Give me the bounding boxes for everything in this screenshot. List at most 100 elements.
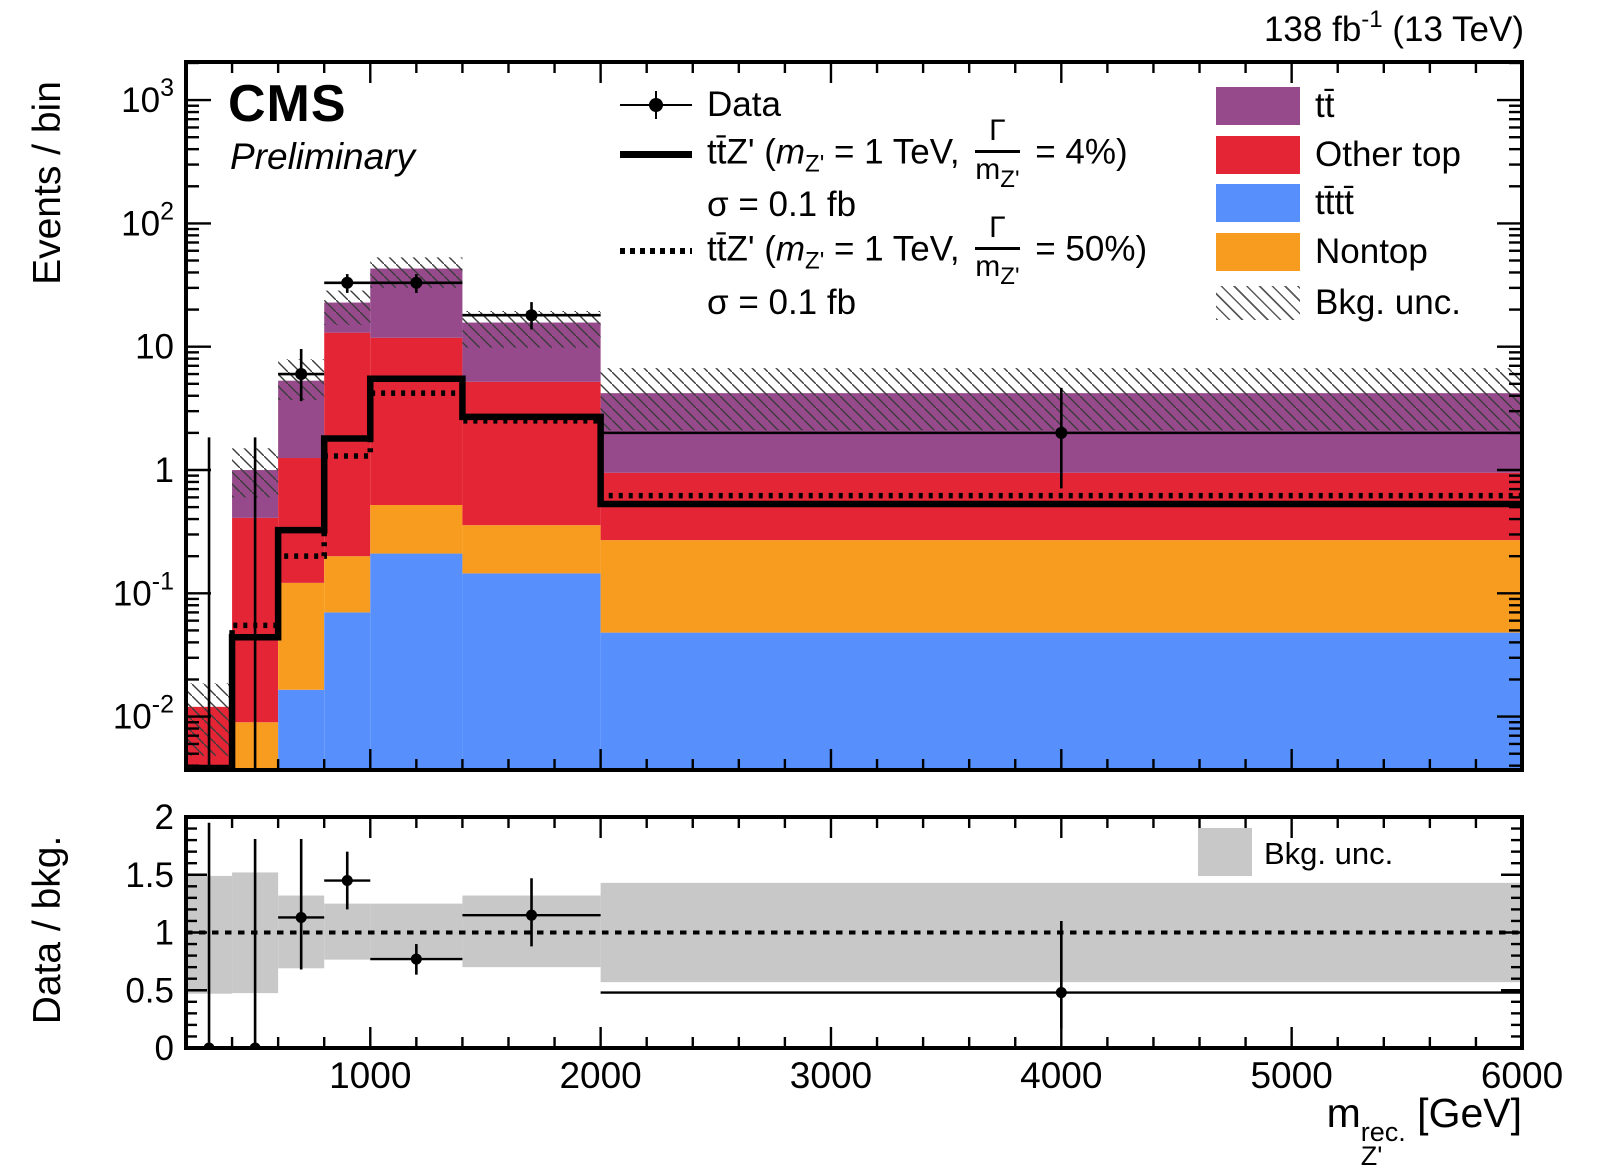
ratio-point-marker: [341, 875, 353, 887]
data-point-marker: [295, 368, 308, 381]
legend-entry-data: Data: [620, 85, 781, 125]
stack-segment-tttt: [370, 553, 463, 770]
sig2-den: m: [975, 250, 1001, 283]
signal-dotted-line: [186, 390, 1522, 770]
x-title-subscript: Z': [1360, 1141, 1383, 1172]
main-panel-content: [186, 257, 1522, 770]
main-frame: [184, 60, 1524, 772]
sig2-prefix: tt̄Z' (: [707, 229, 776, 269]
luminosity-label: 138 fb-1 (13 TeV): [1264, 6, 1524, 50]
solid-line-icon: [620, 150, 692, 158]
x-tick-label: 5000: [1250, 1055, 1332, 1096]
legend-signal-4pct-xsec: σ = 0.1 fb: [707, 185, 857, 224]
stack-segment-nontop: [278, 582, 325, 690]
sig1-suffix: = 4%): [1025, 132, 1128, 172]
sig1-prefix: tt̄Z' (: [707, 132, 776, 172]
tttt-swatch: [1216, 184, 1300, 222]
ratio-point-marker: [1055, 987, 1067, 999]
x-title-superscript: rec.: [1360, 1117, 1406, 1147]
sig1-mid: = 1 TeV,: [824, 132, 970, 172]
other-top-swatch: [1216, 136, 1300, 174]
stack-segment-tttt: [600, 632, 1522, 770]
stack-segment-other_top: [462, 381, 601, 526]
ratio-point-marker: [295, 911, 307, 923]
sig2-msub: Z': [805, 247, 825, 275]
cms-label: CMS: [228, 75, 347, 133]
legend-entry-nontop: Nontop: [1216, 232, 1428, 272]
ratio-frame: [184, 815, 1524, 1050]
nontop-swatch: [1216, 233, 1300, 271]
sig1-densub: Z': [1000, 166, 1020, 193]
y-tick-label: 10-1: [113, 567, 174, 613]
ratio-y-tick-label: 0.5: [125, 971, 174, 1010]
x-tick-label: 1000: [329, 1055, 411, 1096]
nontop-label: Nontop: [1315, 232, 1428, 271]
bkg-unc-label: Bkg. unc.: [1315, 283, 1461, 322]
x-axis-title: m rec. Z' [GeV]: [1326, 1090, 1522, 1172]
ratio-y-tick-label: 2: [155, 798, 174, 837]
data-point-marker: [525, 309, 538, 322]
sig1-msub: Z': [805, 150, 825, 178]
stack-segment-nontop: [370, 505, 463, 554]
sig2-den-wrap: mZ': [975, 252, 1019, 289]
stack-segment-other_top: [370, 337, 463, 506]
sig2-mid: = 1 TeV,: [824, 229, 970, 269]
sig1-m: m: [775, 132, 806, 172]
stack-segment-other_top: [278, 457, 325, 583]
y-tick-label: 103: [121, 74, 174, 120]
y-axis-title-main: Events / bin: [26, 81, 69, 285]
ratio-point-marker: [526, 909, 538, 921]
y-tick-label: 1: [155, 451, 174, 490]
bkg-unc-band: [324, 290, 371, 325]
sig2-m: m: [775, 229, 806, 269]
stack-segment-nontop: [600, 540, 1522, 633]
sig1-den: m: [975, 153, 1001, 186]
sig1-den-wrap: mZ': [975, 155, 1019, 192]
tt-swatch: [1216, 87, 1300, 125]
other-top-label: Other top: [1315, 135, 1461, 174]
y-axis-title-ratio: Data / bkg.: [26, 835, 69, 1025]
bkg-unc-hatch-swatch: [1216, 286, 1300, 320]
ratio-point-marker: [410, 953, 422, 965]
lumi-exponent: -1: [1361, 6, 1383, 33]
data-marker-icon: [620, 87, 692, 123]
y-tick-label: 102: [121, 197, 174, 243]
stack-segment-nontop: [324, 556, 371, 613]
data-point-marker: [1055, 426, 1068, 439]
tttt-label: tt̄tt̄: [1315, 183, 1354, 222]
dotted-line-icon: [620, 248, 692, 254]
x-tick-label: 2000: [559, 1055, 641, 1096]
x-title-symbol: m: [1326, 1090, 1361, 1136]
legend-entry-other-top: Other top: [1216, 135, 1461, 175]
data-point-marker: [410, 276, 423, 289]
signal-solid-line: [186, 375, 1522, 770]
lumi-value: 138 fb: [1263, 10, 1362, 49]
sig2-gamma: Γ: [989, 211, 1006, 244]
y-tick-label: 10: [135, 328, 174, 367]
tt-label: tt̄: [1315, 86, 1335, 125]
legend-entry-tt: tt̄: [1216, 86, 1334, 126]
axes: [184, 60, 1524, 1050]
legend-signal-50pct-xsec: σ = 0.1 fb: [707, 283, 857, 322]
ratio-y-tick-label: 1: [155, 914, 174, 953]
legend-entry-bkg-unc: Bkg. unc.: [1216, 283, 1461, 323]
lumi-energy: (13 TeV): [1382, 10, 1524, 49]
legend-data-label: Data: [707, 85, 781, 124]
stack-segment-tttt: [278, 689, 325, 770]
preliminary-label: Preliminary: [230, 136, 416, 177]
stack-segment-nontop: [462, 525, 601, 574]
stack-segment-other_top: [324, 332, 371, 557]
x-title-unit: [GeV]: [1405, 1090, 1522, 1136]
ratio-bkg-unc-label: Bkg. unc.: [1264, 836, 1394, 871]
ratio-y-tick-label: 1.5: [125, 856, 174, 895]
x-tick-label: 4000: [1020, 1055, 1102, 1096]
legend-entry-tttt: tt̄tt̄: [1216, 183, 1354, 223]
stack-segment-tttt: [462, 573, 601, 770]
